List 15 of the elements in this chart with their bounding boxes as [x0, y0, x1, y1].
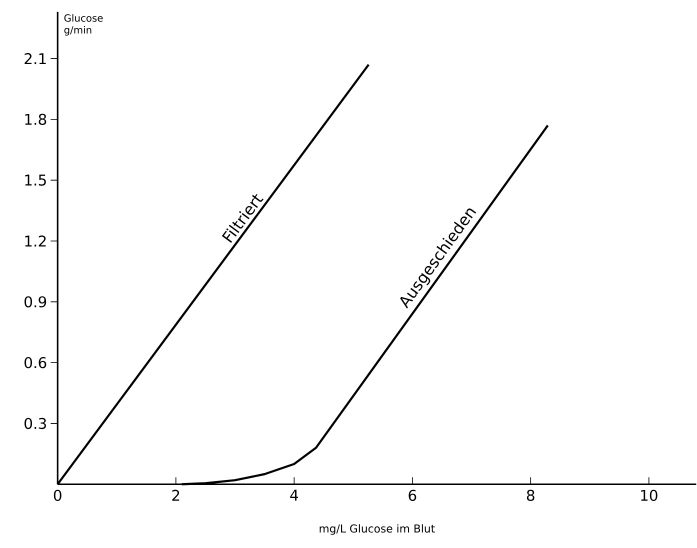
y-axis-title: Glucose g/min [64, 14, 103, 36]
y-tick-label: 1.2 [25, 236, 46, 247]
y-tick-label: 1.5 [25, 174, 46, 186]
x-tick-label: 6 [408, 490, 416, 502]
y-tick-label: 0.9 [24, 296, 46, 308]
x-axis-title: mg/L Glucose im Blut [320, 524, 435, 535]
y-tick-label: 2.1 [24, 53, 46, 64]
y-tick-label: 0.3 [24, 418, 46, 430]
x-tick-label: 4 [290, 490, 298, 501]
x-tick-label: 8 [526, 490, 534, 502]
x-tick-label: 0 [54, 490, 62, 502]
x-tick-label: 2 [172, 490, 180, 501]
y-tick-label: 1.8 [25, 114, 46, 126]
y-tick-label: 0.6 [24, 357, 46, 368]
x-tick-label: 10 [641, 490, 658, 502]
